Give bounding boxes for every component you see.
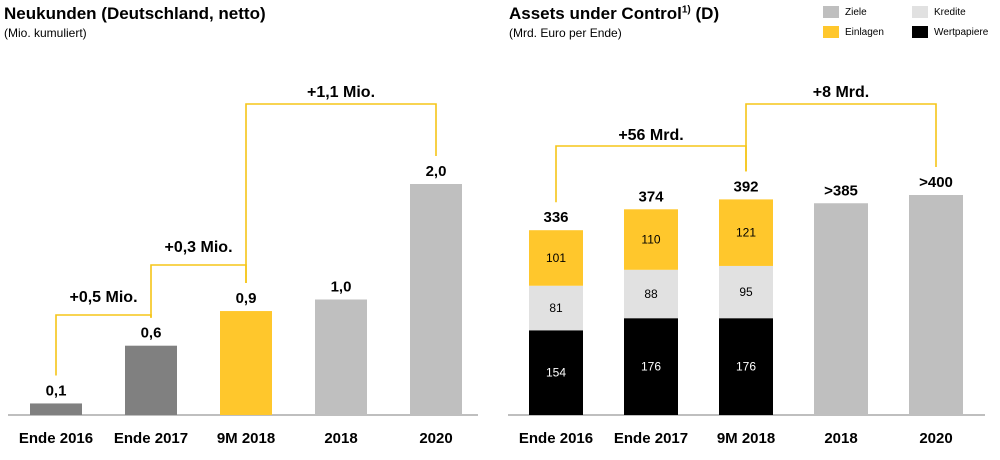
left-bracket-2 [245,103,437,284]
right-bar-wertpapiere-9m-2018 [719,318,773,415]
left-chart-title: Neukunden (Deutschland, netto) [4,4,266,23]
right-total-label-2018: >385 [824,182,858,199]
right-total-label-ende-2017: 374 [638,188,664,205]
right-tick-label-ende-2016: Ende 2016 [519,430,593,447]
right-total-label-2020: >400 [919,174,953,191]
left-value-label-2018: 1,0 [331,279,352,296]
right-segment-label-wertpapiere-ende-2017: 176 [641,360,661,374]
right-bar-einlagen-ende-2017 [624,209,678,270]
right-bar-ziele-2020 [909,195,963,415]
right-annotation-label-0: +56 Mrd. [618,127,683,144]
right-total-label-ende-2016: 336 [543,209,568,226]
left-bar-ende-2017 [125,345,177,415]
left-value-label-9m-2018: 0,9 [236,290,257,307]
right-chart-subtitle: (Mrd. Euro per Ende) [509,26,622,40]
legend-swatch-wertpapiere [912,26,928,38]
right-bar-wertpapiere-ende-2017 [624,318,678,415]
left-value-label-2020: 2,0 [426,163,447,180]
legend-item-ziele: Ziele [823,6,867,18]
left-value-label-ende-2017: 0,6 [141,325,162,342]
legend-label-einlagen: Einlagen [845,26,884,38]
right-chart-title: Assets under Control1) (D) [509,4,719,24]
right-annotation-label-1: +8 Mrd. [813,84,869,101]
left-tick-label-ende-2017: Ende 2017 [114,430,188,447]
right-bar-einlagen-ende-2016 [529,230,583,286]
right-segment-label-kredite-ende-2016: 81 [549,301,563,315]
right-chart-title-footnote: 1) [681,4,691,16]
legend-label-kredite: Kredite [934,6,966,18]
legend-label-ziele: Ziele [845,6,867,18]
right-bar-einlagen-9m-2018 [719,199,773,266]
right-total-label-9m-2018: 392 [733,178,758,195]
left-value-label-ende-2016: 0,1 [46,382,67,399]
left-tick-label-9m-2018: 9M 2018 [217,430,275,447]
legend-swatch-kredite [912,6,928,18]
right-segment-label-kredite-9m-2018: 95 [739,285,753,299]
right-segment-label-wertpapiere-ende-2016: 154 [546,366,566,380]
right-segment-label-einlagen-ende-2016: 101 [546,251,566,265]
left-bracket-1 [150,264,247,318]
left-annotation-label-0: +0,5 Mio. [69,289,137,306]
left-tick-label-2018: 2018 [324,430,357,447]
right-segment-label-wertpapiere-9m-2018: 176 [736,360,756,374]
right-chart-title-text: Assets under Control [509,4,682,23]
right-bracket-1 [745,103,937,172]
left-bar-2018 [315,299,367,415]
right-chart-title-suffix: (D) [695,4,720,23]
right-tick-label-ende-2017: Ende 2017 [614,430,688,447]
right-bar-ziele-2018 [814,203,868,415]
legend-swatch-ziele [823,6,839,18]
legend-label-wertpapiere: Wertpapiere [934,26,989,38]
right-bar-kredite-ende-2017 [624,269,678,319]
right-bar-kredite-ende-2016 [529,285,583,331]
left-bar-2020 [410,184,462,415]
right-tick-label-2020: 2020 [919,430,952,447]
left-annotation-label-2: +1,1 Mio. [307,84,375,101]
right-bar-wertpapiere-ende-2016 [529,330,583,415]
left-chart-subtitle: (Mio. kumuliert) [4,26,87,40]
legend-item-kredite: Kredite [912,6,966,18]
right-tick-label-9m-2018: 9M 2018 [717,430,775,447]
right-segment-label-kredite-ende-2017: 88 [644,287,658,301]
legend-item-einlagen: Einlagen [823,26,884,38]
left-annotation-label-1: +0,3 Mio. [164,239,232,256]
right-bar-kredite-9m-2018 [719,265,773,319]
left-tick-label-2020: 2020 [419,430,452,447]
legend-item-wertpapiere: Wertpapiere [912,26,988,38]
left-bar-ende-2016 [30,403,82,415]
right-segment-label-einlagen-9m-2018: 121 [736,226,756,240]
right-tick-label-2018: 2018 [824,430,857,447]
left-bar-9m-2018 [220,311,272,415]
right-segment-label-einlagen-ende-2017: 110 [641,233,660,247]
left-tick-label-ende-2016: Ende 2016 [19,430,93,447]
legend-swatch-einlagen [823,26,839,38]
